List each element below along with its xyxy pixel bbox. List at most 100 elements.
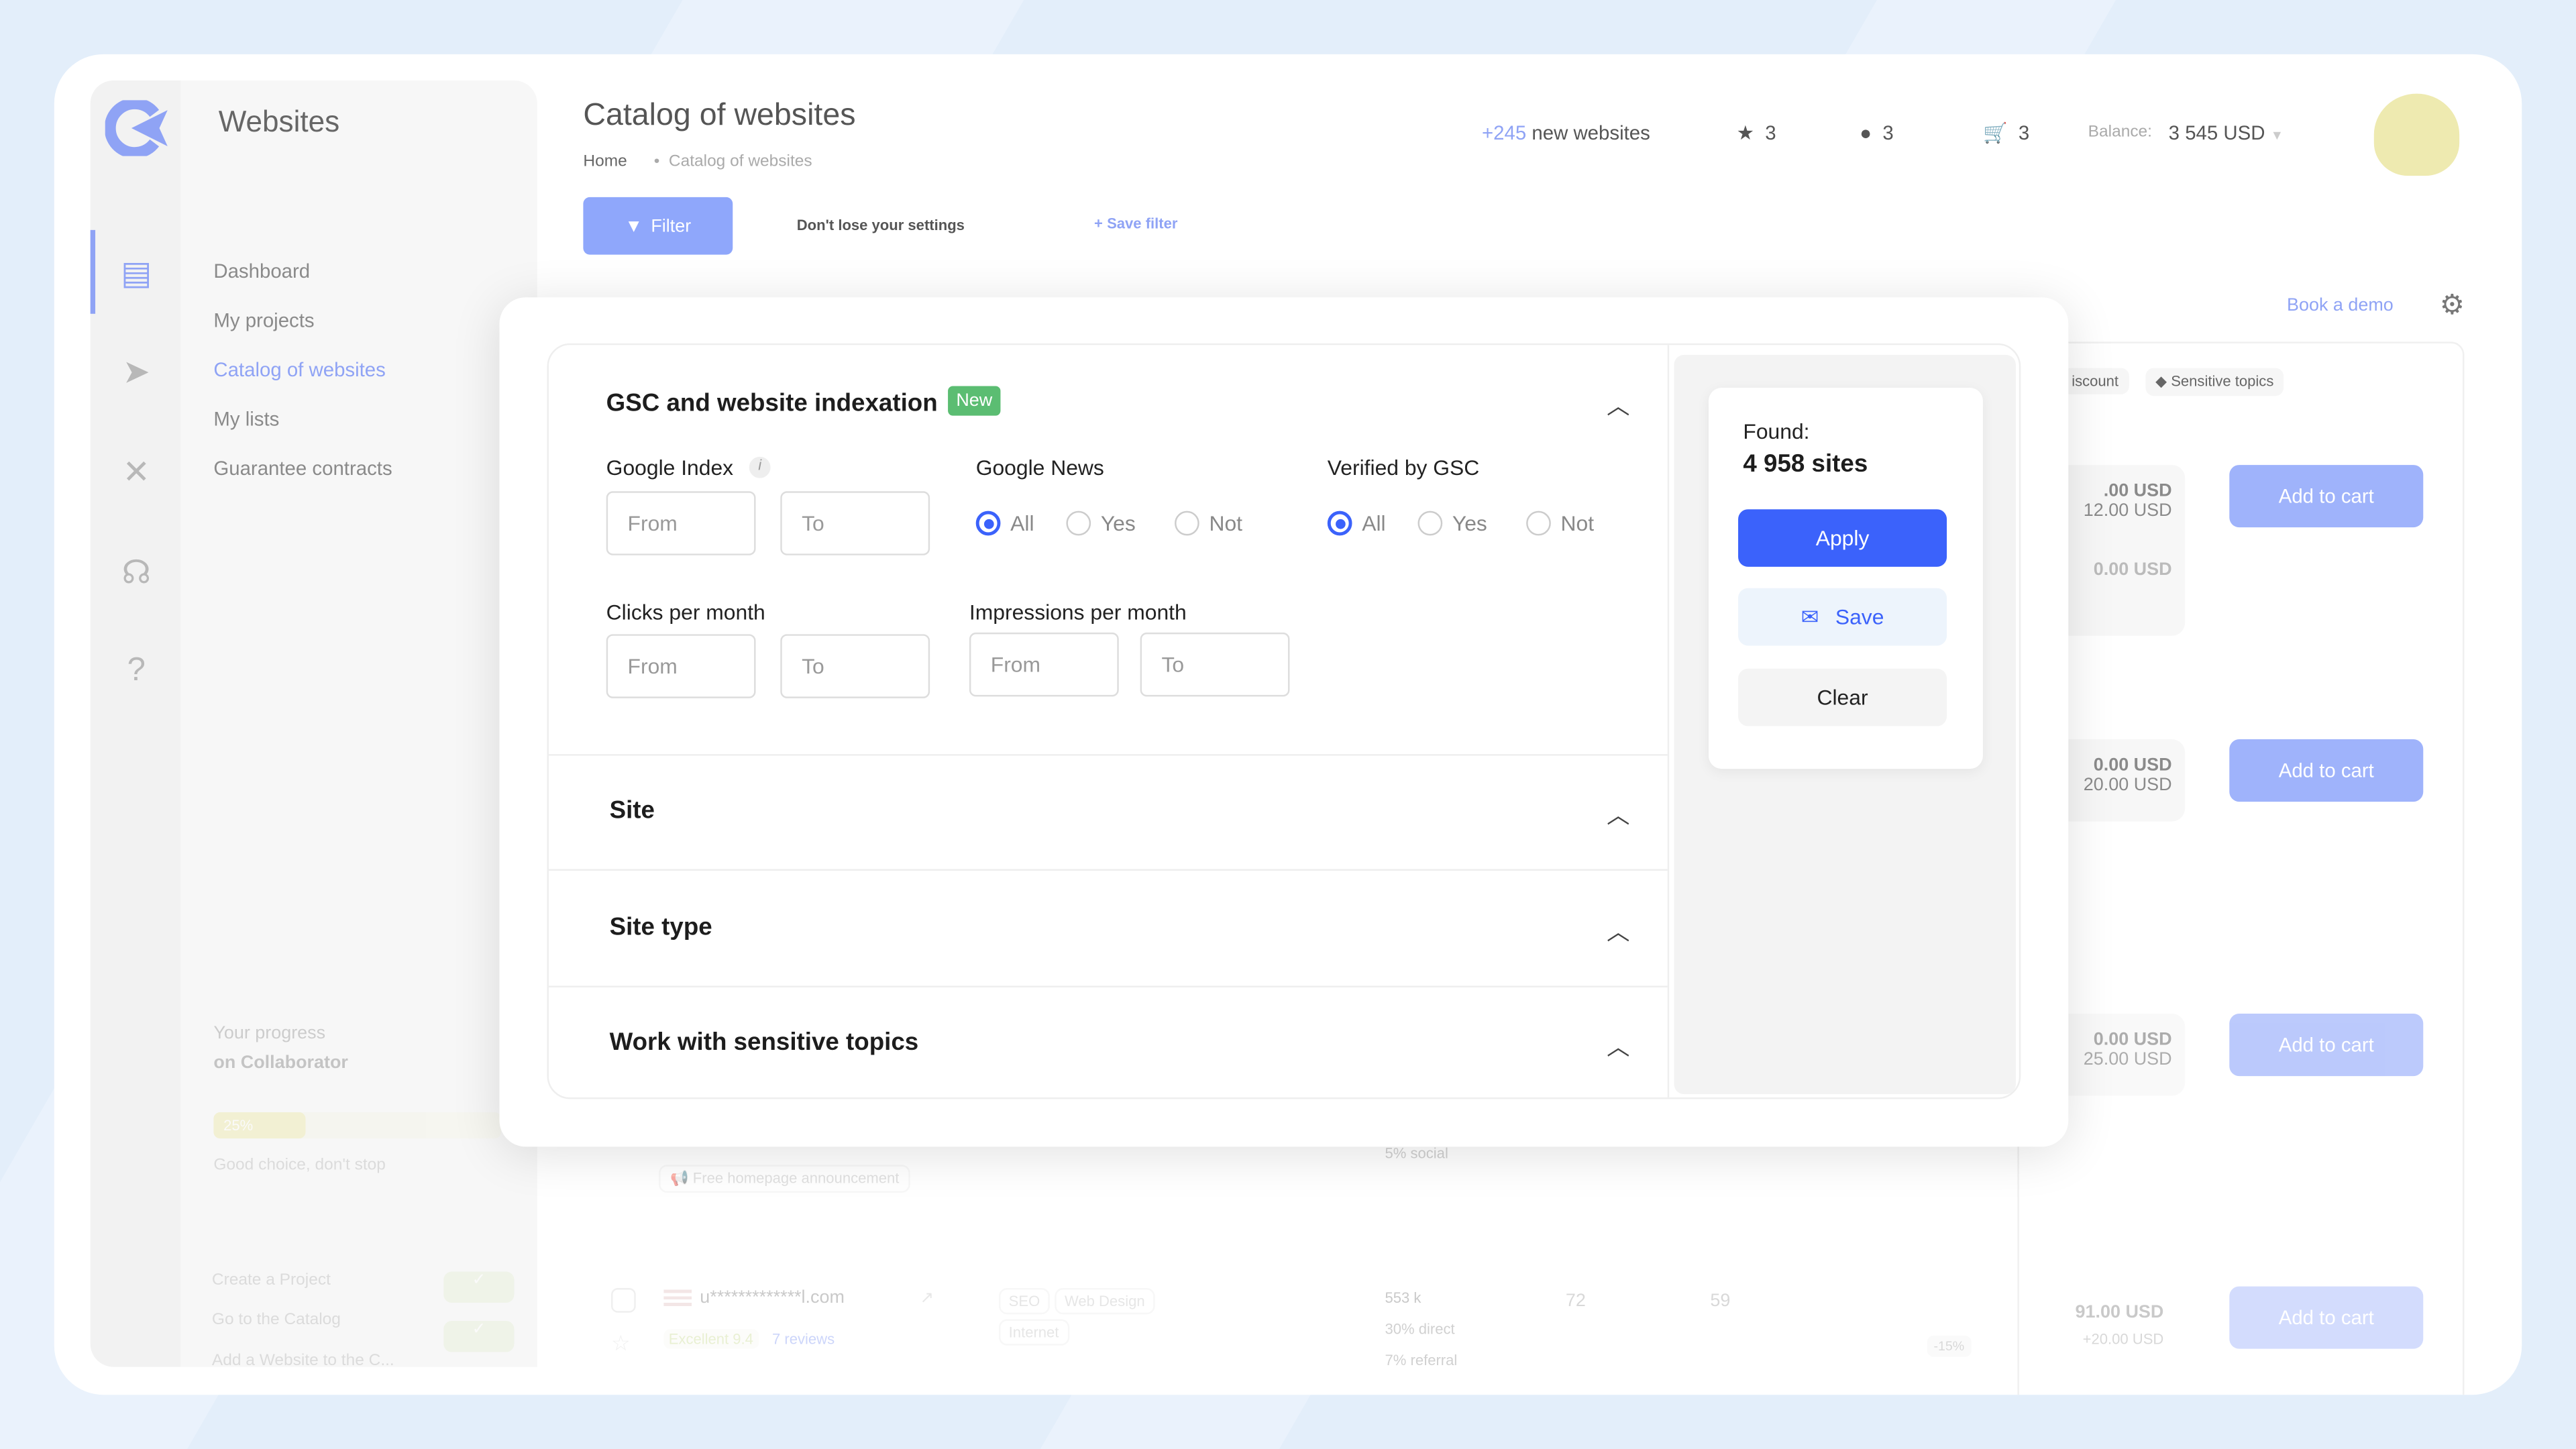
star-icon: ★ — [1736, 121, 1754, 145]
sidebar-item-dashboard[interactable]: Dashboard — [213, 259, 311, 283]
breadcrumb-current: • Catalog of websites — [653, 152, 812, 171]
price: 91.00 USD — [2075, 1303, 2164, 1323]
apply-button[interactable]: Apply — [1738, 509, 1947, 567]
verified-gsc-label: Verified by GSC — [1327, 455, 1480, 480]
found-count: 4 958 sites — [1743, 450, 1868, 478]
new-count: +245 — [1481, 121, 1527, 145]
add-to-cart-button[interactable]: Add to cart — [2229, 739, 2424, 802]
section-title-site[interactable]: Site — [609, 796, 655, 825]
verified-all[interactable]: All — [1327, 511, 1386, 536]
cart-icon: 🛒 — [1982, 121, 2008, 145]
verified-not[interactable]: Not — [1526, 511, 1594, 536]
us-flag-icon — [663, 1289, 692, 1309]
sidebar-item-catalog[interactable]: Catalog of websites — [213, 358, 386, 382]
row-checkbox[interactable] — [611, 1288, 636, 1313]
sidebar-item-my-projects[interactable]: My projects — [213, 309, 315, 332]
sidebar-item-my-lists[interactable]: My lists — [213, 407, 280, 431]
discount-badge: -15% — [1927, 1336, 1972, 1357]
messages-button[interactable]: ● 3 — [1860, 121, 1893, 144]
filter-button[interactable]: ▼ Filter — [583, 197, 733, 255]
chevron-up-icon[interactable]: ︿ — [1607, 918, 1630, 945]
traffic-total: 553 k — [1385, 1289, 1421, 1306]
results-column: Found: 4 958 sites Apply ✉ Save Clear — [1674, 354, 2016, 1095]
messages-count: 3 — [1882, 121, 1894, 145]
new-websites-link[interactable]: +245 new websites — [1482, 121, 1650, 144]
domain-name[interactable]: u*************l.com — [700, 1288, 845, 1308]
balance-dropdown[interactable]: 3 545 USD ▼ — [2169, 121, 2284, 144]
add-to-cart-button[interactable]: Add to cart — [2229, 1286, 2424, 1349]
clear-button[interactable]: Clear — [1738, 668, 1947, 727]
app-window: ▤ ➤ ✕ ☊ ? Websites Dashboard My projects… — [54, 54, 2522, 1395]
chevron-up-icon[interactable]: ︿ — [1607, 392, 1630, 419]
impressions-to[interactable]: To — [1140, 632, 1290, 697]
section-title-site-type[interactable]: Site type — [609, 913, 712, 942]
envelope-icon: ✉ — [1801, 604, 1819, 629]
task-go-catalog[interactable]: Go to the Catalog — [211, 1311, 341, 1330]
traffic-referral: 7% referral — [1385, 1352, 1458, 1369]
avatar[interactable] — [2373, 93, 2460, 176]
breadcrumb-home[interactable]: Home — [583, 152, 627, 171]
progress-bar: 25% — [213, 1112, 501, 1139]
filter-modal: GSC and website indexation New ︿ Google … — [499, 297, 2069, 1147]
page-title: Catalog of websites — [583, 98, 856, 133]
tag-web-design: Web Design — [1055, 1288, 1155, 1315]
progress-subtitle: on Collaborator — [213, 1053, 348, 1073]
google-index-to[interactable]: To — [780, 491, 930, 555]
task-create-project[interactable]: Create a Project — [211, 1271, 331, 1290]
chevron-up-icon[interactable]: ︿ — [1607, 802, 1630, 828]
logo-icon — [105, 100, 168, 156]
google-news-all[interactable]: All — [975, 511, 1034, 536]
info-icon[interactable]: i — [749, 456, 771, 478]
send-icon[interactable]: ➤ — [122, 354, 150, 391]
shapes-icon: ◆ — [2155, 372, 2167, 390]
verified-yes[interactable]: Yes — [1417, 511, 1487, 536]
plus-icon: + — [1094, 215, 1103, 232]
sidebar-item-guarantee[interactable]: Guarantee contracts — [213, 456, 392, 480]
new-label: new websites — [1532, 121, 1650, 145]
reviews-link[interactable]: 7 reviews — [772, 1330, 835, 1348]
tag-seo: SEO — [998, 1288, 1050, 1315]
cart-count: 3 — [2018, 121, 2030, 145]
chevron-up-icon[interactable]: ︿ — [1607, 1033, 1630, 1060]
tools-icon[interactable]: ✕ — [122, 455, 150, 492]
section-title-gsc[interactable]: GSC and website indexation — [606, 389, 938, 418]
save-button[interactable]: ✉ Save — [1738, 588, 1947, 646]
filter-label: Filter — [651, 216, 692, 236]
filter-icon: ▼ — [625, 216, 643, 236]
chip-discount[interactable]: iscount — [2061, 368, 2129, 394]
gear-icon[interactable]: ⚙ — [2439, 289, 2465, 321]
google-news-not[interactable]: Not — [1175, 511, 1242, 536]
add-to-cart-button[interactable]: Add to cart — [2229, 1014, 2424, 1077]
impressions-from[interactable]: From — [969, 632, 1119, 697]
favorite-star-icon[interactable]: ☆ — [611, 1330, 631, 1356]
favorites-count: 3 — [1765, 121, 1776, 145]
book-demo-link[interactable]: Book a demo — [2287, 295, 2394, 316]
check-icon: ✓ — [443, 1320, 515, 1352]
clicks-from[interactable]: From — [606, 634, 756, 698]
section-title-sensitive-topics[interactable]: Work with sensitive topics — [609, 1028, 919, 1057]
headset-icon[interactable]: ☊ — [121, 555, 152, 592]
clicks-to[interactable]: To — [780, 634, 930, 698]
progress-fill: 25% — [213, 1112, 306, 1139]
chip-sensitive-topics[interactable]: ◆ Sensitive topics — [2145, 368, 2284, 396]
sidebar-title: Websites — [218, 105, 340, 138]
websites-icon[interactable]: ▤ — [121, 256, 152, 292]
progress-title: Your progress — [213, 1023, 326, 1044]
breadcrumb-current-label: Catalog of websites — [668, 152, 812, 171]
announcement-badge: 📢 Free homepage announcement — [659, 1165, 911, 1193]
cart-button[interactable]: 🛒 3 — [1983, 121, 2029, 144]
external-link-icon[interactable]: ↗ — [920, 1289, 934, 1308]
google-news-label: Google News — [975, 455, 1104, 480]
impressions-label: Impressions per month — [969, 599, 1187, 625]
favorites-button[interactable]: ★ 3 — [1737, 121, 1776, 144]
google-index-from[interactable]: From — [606, 491, 756, 555]
filter-panel: GSC and website indexation New ︿ Google … — [547, 343, 2021, 1099]
new-badge: New — [948, 386, 1001, 416]
price-extra: +20.00 USD — [2082, 1330, 2164, 1348]
clicks-label: Clicks per month — [606, 599, 765, 625]
google-news-yes[interactable]: Yes — [1066, 511, 1136, 536]
save-filter-link[interactable]: + Save filter — [1094, 215, 1177, 231]
help-chat-icon[interactable]: ? — [127, 652, 146, 689]
task-add-website[interactable]: Add a Website to the C... — [211, 1352, 394, 1371]
add-to-cart-button[interactable]: Add to cart — [2229, 465, 2424, 528]
